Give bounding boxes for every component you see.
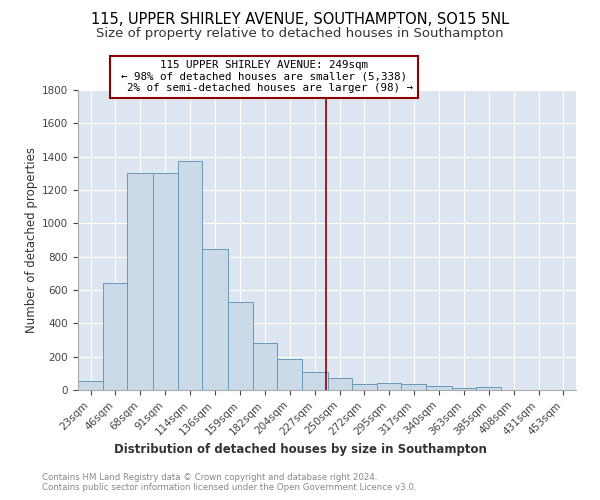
Bar [153,172,178,390]
Y-axis label: Number of detached properties: Number of detached properties [25,147,38,333]
Text: Distribution of detached houses by size in Southampton: Distribution of detached houses by size … [113,442,487,456]
Text: Contains public sector information licensed under the Open Government Licence v3: Contains public sector information licen… [42,484,416,492]
Bar [277,359,302,390]
Bar [202,249,227,390]
Bar [352,384,377,390]
Bar [127,172,153,390]
Bar [476,386,501,390]
Bar [78,381,103,390]
Bar [427,386,452,390]
Bar [302,372,328,390]
Text: 115, UPPER SHIRLEY AVENUE, SOUTHAMPTON, SO15 5NL: 115, UPPER SHIRLEY AVENUE, SOUTHAMPTON, … [91,12,509,28]
Bar [253,342,277,390]
Bar [377,384,401,390]
Bar [328,378,352,390]
Bar [103,282,127,390]
Bar [401,384,427,390]
Bar [227,302,253,390]
Text: Size of property relative to detached houses in Southampton: Size of property relative to detached ho… [96,28,504,40]
Bar [452,388,476,390]
Text: Contains HM Land Registry data © Crown copyright and database right 2024.: Contains HM Land Registry data © Crown c… [42,472,377,482]
Bar [178,161,202,390]
Text: 115 UPPER SHIRLEY AVENUE: 249sqm  
← 98% of detached houses are smaller (5,338)
: 115 UPPER SHIRLEY AVENUE: 249sqm ← 98% o… [115,60,413,93]
